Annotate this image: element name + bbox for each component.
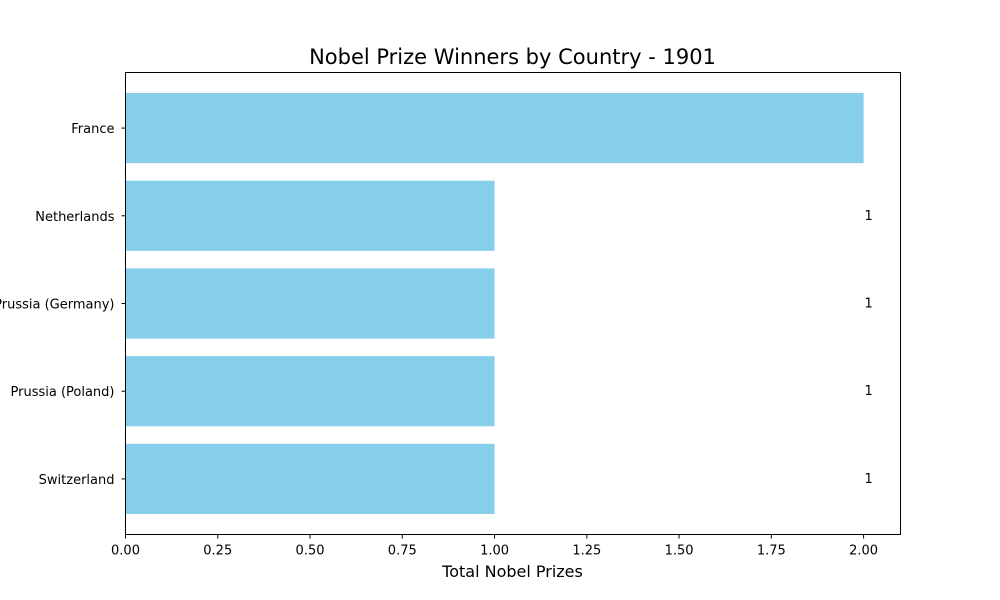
y-tick-label-3: Prussia (Poland) <box>11 385 115 400</box>
data-labels-layer: 1 1 1 1 <box>864 209 872 487</box>
chart-title: Nobel Prize Winners by Country - 1901 <box>309 45 716 69</box>
x-tick-label-5: 1.25 <box>572 544 601 559</box>
x-tick-label-6: 1.50 <box>665 544 694 559</box>
y-tick-label-2: Prussia (Germany) <box>0 298 115 313</box>
x-tick-label-4: 1.00 <box>480 544 509 559</box>
data-label-2: 1 <box>864 297 872 312</box>
data-label-4: 1 <box>864 472 872 487</box>
bar-4 <box>125 443 495 514</box>
bar-1 <box>125 180 495 251</box>
data-label-1: 1 <box>864 209 872 224</box>
x-tick-label-3: 0.75 <box>388 544 417 559</box>
bars-layer <box>125 93 864 514</box>
data-label-3: 1 <box>864 384 872 399</box>
x-tick-label-8: 2.00 <box>849 544 878 559</box>
y-tick-label-1: Netherlands <box>35 210 114 225</box>
x-tick-label-0: 0.00 <box>111 544 140 559</box>
y-axis-ticks: France Netherlands Prussia (Germany) Prussi… <box>0 122 126 488</box>
x-tick-label-7: 1.75 <box>757 544 786 559</box>
y-tick-label-0: France <box>71 122 114 137</box>
bar-0 <box>125 93 864 164</box>
x-axis-ticks: 0.00 0.25 0.50 0.75 1.00 1.25 1.50 1.75 2.00 <box>111 534 878 559</box>
bar-3 <box>125 356 495 427</box>
x-axis-label: Total Nobel Prizes <box>441 562 583 581</box>
x-tick-label-2: 0.50 <box>296 544 325 559</box>
x-tick-label-1: 0.25 <box>203 544 232 559</box>
y-tick-label-4: Switzerland <box>39 473 115 488</box>
bar-2 <box>125 268 495 339</box>
